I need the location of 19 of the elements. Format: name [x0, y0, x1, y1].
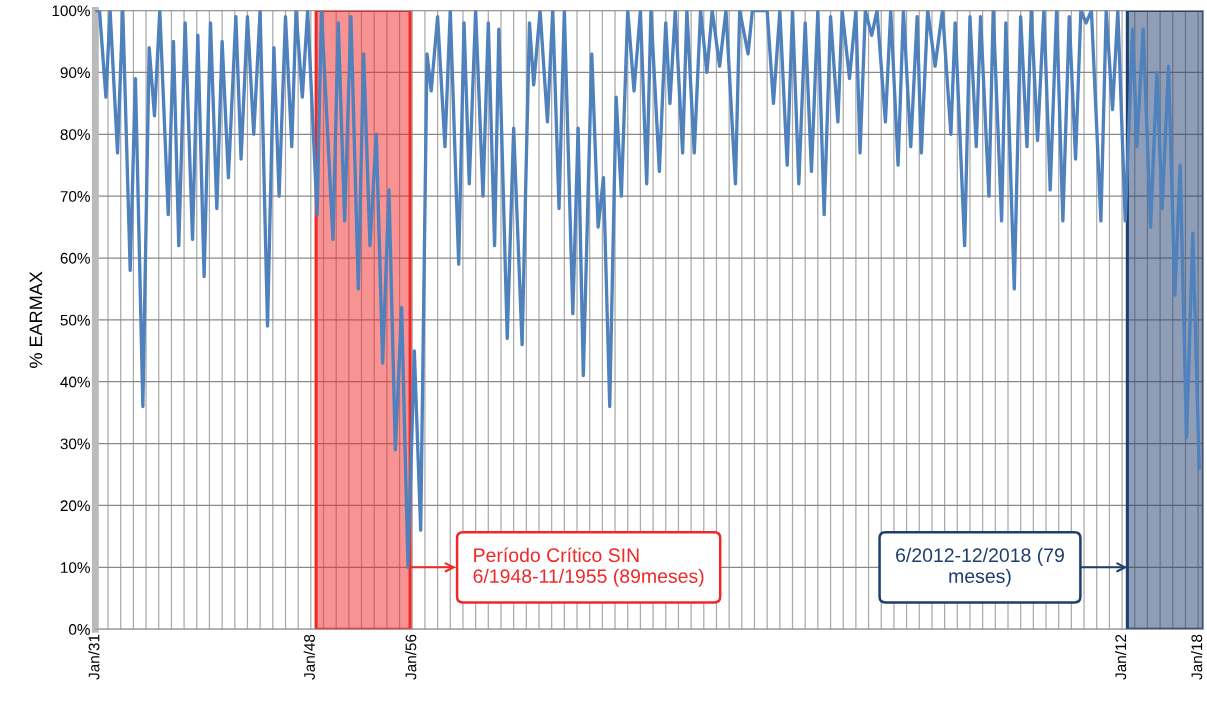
y-tick-label: 40%: [60, 376, 90, 388]
y-tick-label: 60%: [60, 252, 90, 264]
y-tick-label: 10%: [61, 562, 90, 574]
y-tick-label: 100%: [52, 5, 90, 17]
x-tick-label: Jan/56: [405, 634, 417, 680]
y-tick-label: 0%: [69, 624, 90, 635]
y-tick-label: 30%: [60, 438, 90, 450]
annotation: 6/2012-12/2018 (79 meses): [896, 547, 1064, 587]
x-tick-label: Jan/48: [303, 634, 315, 680]
y-tick-label: 80%: [60, 129, 90, 140]
y-tick-label: 50%: [60, 314, 90, 326]
y-tick-label: 20%: [60, 500, 90, 512]
x-tick-label: Jan/12: [1114, 634, 1127, 680]
y-tick-label: 70%: [60, 191, 90, 202]
y-tick-label: 90%: [60, 67, 90, 79]
y-axis-title: % EARMAX: [29, 271, 43, 368]
x-tick-label: Jan/31: [88, 634, 100, 680]
annotation: Período Crítico SIN 6/1948-11/1955 (89meses): [473, 547, 704, 587]
x-tick-label: Jan/18: [1191, 634, 1203, 680]
